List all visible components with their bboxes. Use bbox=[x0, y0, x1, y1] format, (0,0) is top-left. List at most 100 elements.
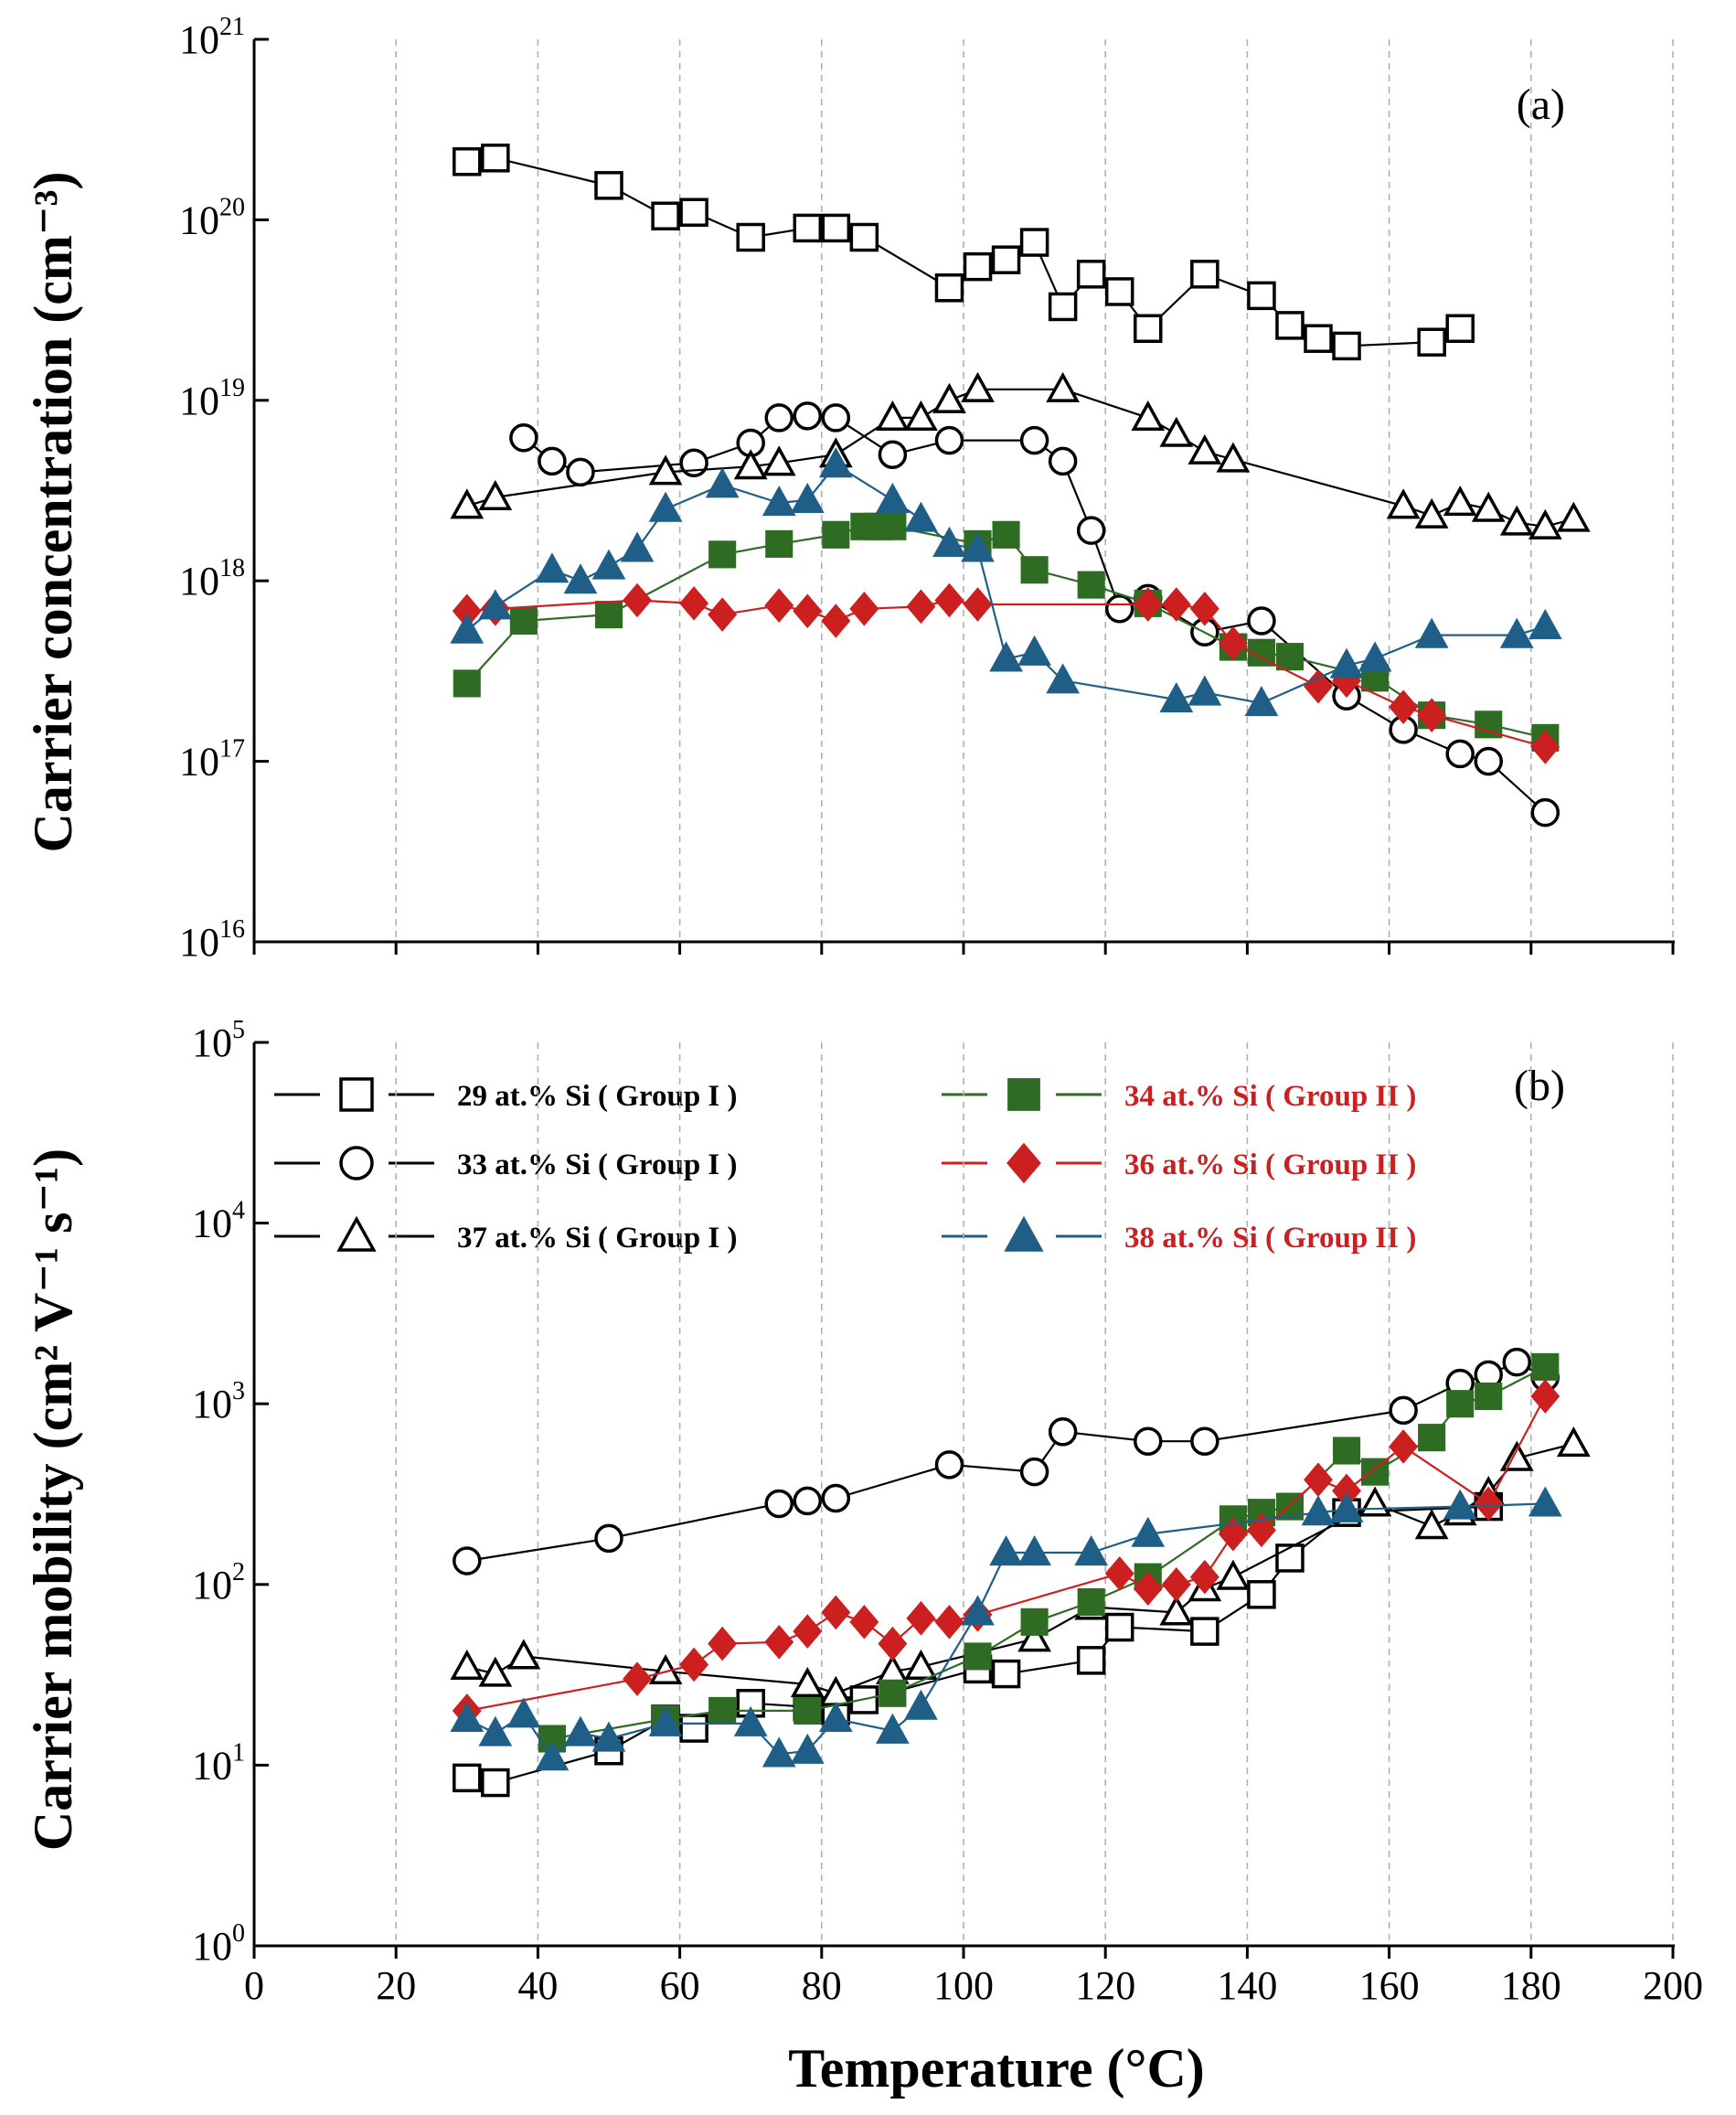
panel-a-data-point bbox=[1528, 608, 1562, 639]
legend-marker bbox=[1007, 1078, 1040, 1111]
panel-b-data-point bbox=[790, 1667, 825, 1698]
panel-b-data-point bbox=[481, 1768, 510, 1798]
panel-b-data-point bbox=[1017, 1621, 1051, 1652]
panel-a-data-point bbox=[1076, 260, 1106, 289]
panel-b-data-point bbox=[1275, 1544, 1305, 1573]
panel-b-data-point bbox=[1418, 1424, 1446, 1452]
x-tick-label: 140 bbox=[1217, 1963, 1277, 2008]
panel-a-data-point bbox=[932, 526, 966, 557]
panel-a-data-point bbox=[1046, 371, 1081, 402]
panel-a-data-point bbox=[1386, 488, 1421, 519]
panel-b-data-point bbox=[708, 1626, 738, 1661]
panel-a-y-ticks: 1016 1017 1018 1019 1020 1021 bbox=[179, 13, 269, 965]
panel-a-data-point bbox=[509, 423, 538, 453]
panel-a-data-point bbox=[821, 403, 851, 433]
panel-b-data-point bbox=[964, 1642, 992, 1671]
panel-b-x-ticks: 0 20 40 60 80 100 120 140 160 180 200 bbox=[244, 1946, 1703, 2008]
panel-a-data-point bbox=[989, 641, 1023, 672]
panel-b-data-point bbox=[679, 1714, 708, 1743]
legend-label: 34 at.% Si ( Group II ) bbox=[1124, 1080, 1416, 1113]
panel-b-y-ticks: 100 101 102 103 104 105 bbox=[192, 1016, 269, 1969]
panel-a-data-point bbox=[1131, 400, 1166, 432]
panel-a-data-point bbox=[1304, 324, 1333, 353]
panel-a-data-point bbox=[478, 479, 513, 510]
panel-b-data-point bbox=[563, 1715, 598, 1746]
panel-b-series-36 bbox=[452, 1379, 1560, 1728]
legend-marker bbox=[1006, 1142, 1041, 1184]
panel-a-data-point bbox=[992, 520, 1020, 549]
panel-b-data-point bbox=[818, 1701, 853, 1733]
panel-b-y-axis-title: Carrier mobility (cm² V⁻¹ s⁻¹) bbox=[23, 1148, 83, 1851]
panel-a-data-point bbox=[818, 447, 853, 478]
panel-b-data-point bbox=[506, 1639, 541, 1670]
panel-b-data-point bbox=[961, 1595, 995, 1626]
panel-a-data-point bbox=[961, 531, 995, 562]
panel-b: Carrier mobility (cm² V⁻¹ s⁻¹) (b) 29 at… bbox=[23, 1016, 1703, 2008]
panel-a-data-point bbox=[450, 488, 485, 519]
panel-b-data-point bbox=[478, 1656, 513, 1687]
legend-marker bbox=[339, 1077, 374, 1112]
panel-a-data-point bbox=[1104, 594, 1134, 624]
panel-b-data-point bbox=[594, 1523, 623, 1554]
panel-a-data-point bbox=[481, 144, 510, 173]
panel-b-data-point bbox=[1076, 1646, 1106, 1675]
panel-b-data-point bbox=[878, 1626, 908, 1661]
legend-label: 33 at.% Si ( Group I ) bbox=[457, 1148, 738, 1181]
panel-a-data-point bbox=[1017, 635, 1051, 666]
panel-b-data-point bbox=[934, 1450, 964, 1479]
panel-a-data-point bbox=[1417, 327, 1446, 357]
panel-b-data-point bbox=[991, 1659, 1021, 1689]
panel-a-data-point bbox=[1499, 505, 1534, 536]
legend-item: 37 at.% Si ( Group I ) bbox=[274, 1215, 738, 1255]
panel-b-data-point bbox=[679, 1647, 709, 1682]
panel-b-data-point bbox=[1048, 1417, 1078, 1447]
panel-a-data-point bbox=[1329, 647, 1364, 678]
panel-b-data-point bbox=[733, 1705, 768, 1736]
panel-a-data-point bbox=[620, 531, 655, 562]
panel-a-series-line bbox=[523, 414, 1547, 814]
panel-b-data-point bbox=[591, 1721, 626, 1752]
panel-b-data-point bbox=[453, 1546, 482, 1576]
x-tick-label: 100 bbox=[933, 1963, 994, 2008]
panel-a-data-point bbox=[904, 400, 938, 432]
panel-b-label: (b) bbox=[1514, 1062, 1565, 1110]
panel-b-data-point bbox=[761, 1736, 796, 1768]
x-tick-label: 40 bbox=[517, 1963, 558, 2008]
panel-b-y-tick-label: 102 bbox=[192, 1558, 245, 1608]
panel-a-data-point bbox=[849, 222, 879, 252]
panel-a-data-point bbox=[822, 520, 850, 549]
panel-a-data-point bbox=[1530, 730, 1560, 764]
panel-b-series-38 bbox=[450, 1486, 1562, 1771]
panel-a-data-point bbox=[679, 198, 708, 227]
panel-a-data-point bbox=[566, 457, 595, 487]
panel-b-y-tick-label: 105 bbox=[192, 1016, 245, 1065]
panel-a-data-point bbox=[876, 482, 910, 514]
panel-a-data-point bbox=[1247, 281, 1276, 311]
panel-b-data-point bbox=[1190, 1617, 1219, 1646]
panel-a-data-point bbox=[1190, 260, 1219, 289]
panel-a-data-point bbox=[648, 454, 683, 486]
panel-b-data-point bbox=[453, 1763, 482, 1793]
panel-a-data-point bbox=[651, 201, 680, 230]
panel-b-data-point bbox=[793, 1614, 823, 1649]
panel-a-data-point bbox=[1530, 797, 1560, 828]
panel-a-data-point bbox=[708, 540, 737, 569]
panel-a-data-point bbox=[708, 597, 738, 632]
legend-label: 29 at.% Si ( Group I ) bbox=[457, 1080, 738, 1113]
panel-b-data-point bbox=[1474, 1486, 1504, 1522]
panel-b-y-tick-label: 100 bbox=[192, 1919, 245, 1969]
panel-b-data-point bbox=[793, 1696, 822, 1725]
panel-a-data-point bbox=[1076, 516, 1106, 545]
panel-a-data-point bbox=[991, 245, 1021, 274]
panel-a-data-point bbox=[876, 400, 910, 432]
panel-a-y-tick-label: 1021 bbox=[179, 13, 245, 62]
panel-b-data-point bbox=[1502, 1347, 1532, 1377]
panel-a-data-point bbox=[1104, 277, 1134, 306]
panel-a-series-38 bbox=[450, 447, 1562, 717]
panel-b-data-point bbox=[1159, 1595, 1194, 1626]
legend-item: 33 at.% Si ( Group I ) bbox=[274, 1146, 738, 1181]
panel-a-data-point bbox=[453, 147, 482, 176]
panel-b-data-point bbox=[535, 1740, 570, 1771]
panel-b-data-point bbox=[708, 1696, 737, 1725]
